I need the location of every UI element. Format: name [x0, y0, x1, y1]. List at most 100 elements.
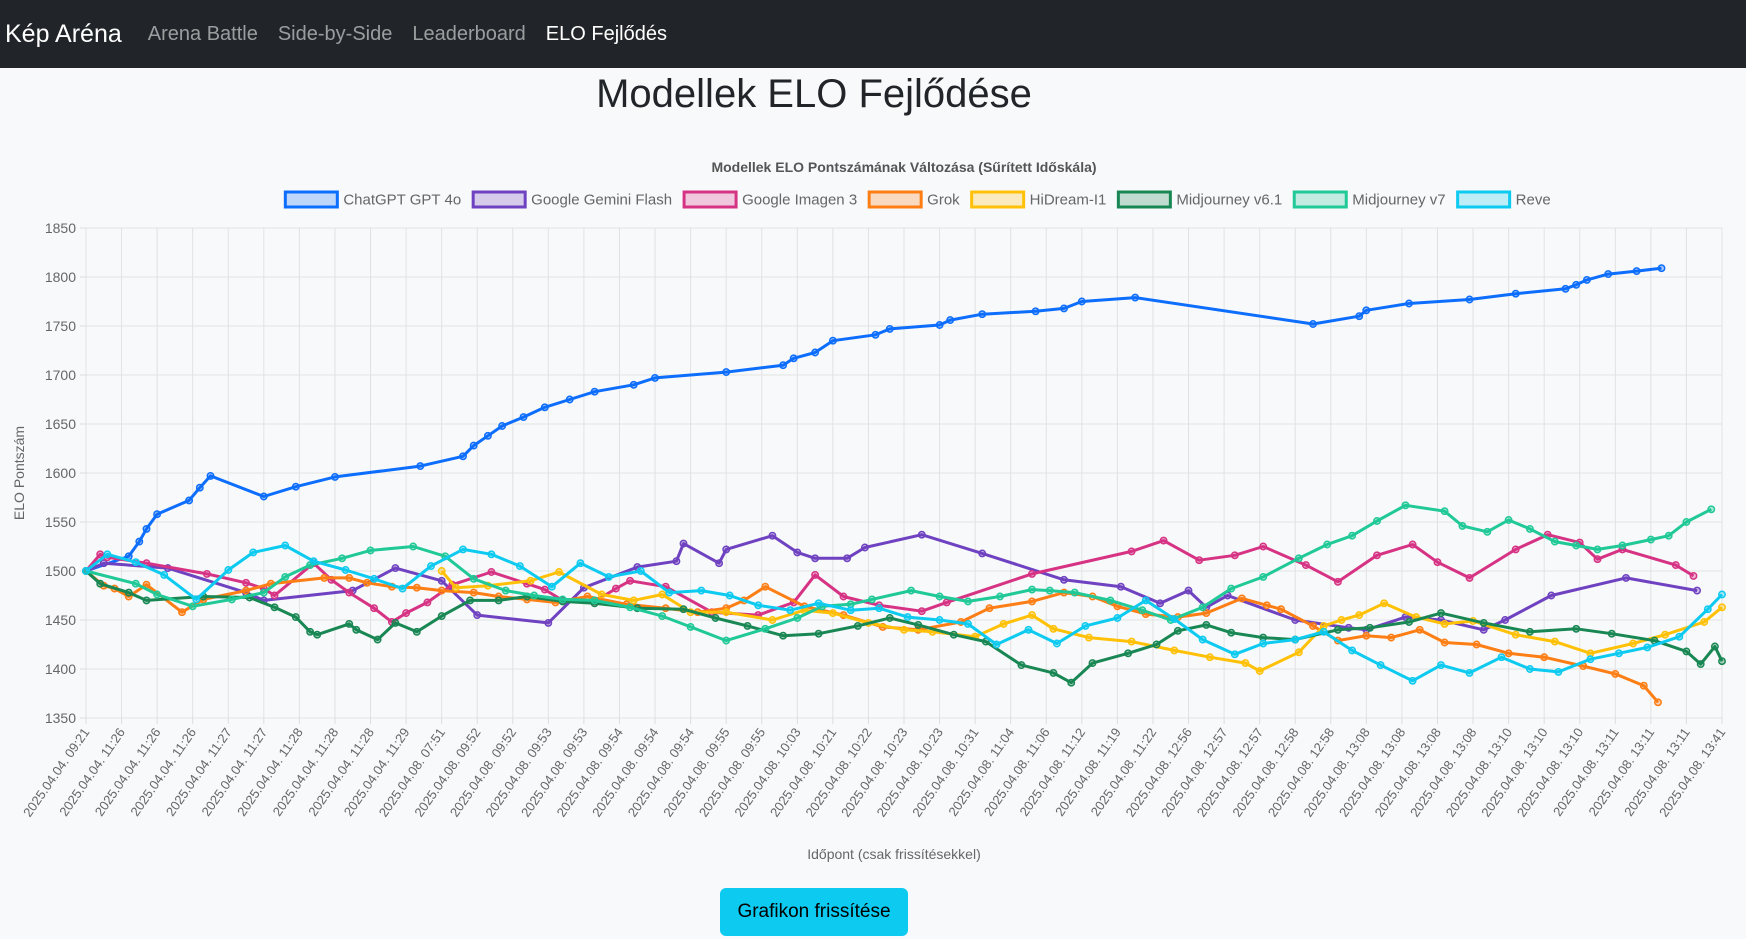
data-point	[1045, 586, 1054, 595]
data-point	[565, 395, 574, 404]
data-point	[526, 576, 535, 585]
data-point	[242, 586, 250, 595]
x-tick-label: 2025.04.08. 13:41	[1656, 725, 1728, 819]
data-point	[1710, 642, 1719, 651]
data-point	[1547, 591, 1556, 600]
page-title: Modellek ELO Fejlődése	[596, 72, 1032, 116]
data-point	[1373, 517, 1381, 525]
data-point	[715, 559, 724, 568]
legend-label: HiDream-I1	[1030, 192, 1107, 209]
data-point	[611, 584, 620, 593]
data-point	[786, 606, 795, 615]
data-point	[1156, 599, 1165, 608]
data-point	[131, 558, 140, 567]
chart-title: Modellek ELO Pontszámának Változása (Sűr…	[711, 159, 1096, 175]
data-point	[1661, 630, 1670, 639]
data-point	[885, 324, 894, 333]
nav-link-leaderboard[interactable]: Leaderboard	[412, 22, 526, 45]
legend-item: Midjourney v6.1	[1116, 190, 1282, 209]
data-point	[1525, 524, 1534, 533]
data-point	[1718, 603, 1726, 612]
data-point	[281, 572, 290, 581]
data-point	[1593, 545, 1602, 554]
y-tick-label: 1800	[45, 269, 76, 285]
data-point	[1607, 629, 1616, 638]
data-point	[195, 483, 204, 492]
y-tick-label: 1450	[45, 612, 76, 628]
data-point	[722, 545, 731, 554]
data-point	[1586, 655, 1595, 664]
data-point	[725, 591, 734, 600]
series-line	[440, 570, 1723, 673]
legend-swatch	[867, 190, 923, 209]
legend-swatch	[471, 190, 527, 209]
data-point	[1682, 518, 1691, 526]
data-point	[398, 584, 407, 593]
data-point	[409, 542, 418, 551]
data-point	[1639, 681, 1648, 690]
plot-area	[82, 264, 1726, 707]
data-point	[1511, 545, 1520, 554]
data-point	[1664, 531, 1673, 540]
series-line	[85, 569, 1724, 685]
data-point	[473, 611, 482, 620]
data-point	[1049, 668, 1058, 677]
data-point	[1440, 638, 1449, 647]
data-point	[828, 609, 837, 618]
data-point	[1028, 585, 1036, 594]
data-point	[1380, 599, 1389, 608]
data-point	[604, 572, 613, 581]
data-point	[1572, 624, 1581, 633]
y-tick-label: 1400	[45, 661, 76, 677]
series-reve	[82, 541, 1726, 685]
data-point	[1458, 521, 1467, 530]
series-line	[85, 533, 1698, 632]
data-point	[1540, 653, 1549, 662]
data-point	[1333, 625, 1342, 634]
data-point	[686, 622, 695, 631]
nav-link-elo-progress[interactable]: ELO Fejlődés	[545, 22, 667, 45]
data-point	[999, 619, 1008, 628]
data-point	[437, 567, 446, 575]
data-point	[153, 510, 162, 519]
data-point	[1259, 639, 1268, 648]
data-point	[1373, 551, 1381, 560]
data-point	[1440, 619, 1449, 628]
data-point	[1433, 558, 1442, 567]
data-point	[697, 586, 706, 595]
data-point	[270, 591, 279, 600]
nav-link-side-by-side[interactable]: Side-by-Side	[277, 22, 393, 45]
data-point	[291, 613, 300, 622]
y-axis-label: ELO Pontszám	[11, 426, 27, 520]
brand-link[interactable]: Kép Aréna	[5, 19, 122, 48]
refresh-chart-button[interactable]: Grafikon frissítése	[720, 888, 908, 936]
data-point	[1294, 554, 1303, 563]
data-point	[1408, 676, 1417, 685]
data-point	[978, 549, 987, 558]
legend-swatch	[1292, 190, 1348, 209]
data-point	[160, 570, 169, 579]
data-point	[1333, 577, 1342, 586]
elo-line-chart: Modellek ELO Pontszámának Változása (Sűr…	[11, 159, 1728, 862]
data-point	[1387, 633, 1396, 642]
series-google-imagen-3	[82, 530, 1698, 626]
data-point	[1554, 667, 1563, 676]
data-point	[206, 471, 215, 480]
data-point	[743, 621, 752, 630]
nav-link-arena-battle[interactable]: Arena Battle	[147, 22, 258, 45]
y-tick-label: 1650	[45, 416, 76, 432]
data-point	[1497, 653, 1506, 662]
data-point	[1202, 609, 1211, 618]
data-point	[135, 537, 144, 546]
data-point	[914, 620, 923, 629]
data-point	[722, 368, 731, 377]
data-point	[1301, 561, 1310, 570]
data-point	[946, 316, 955, 325]
data-point	[1127, 547, 1136, 556]
data-point	[779, 361, 788, 370]
legend-swatch	[682, 190, 738, 209]
data-point	[498, 422, 507, 430]
data-point	[131, 579, 140, 588]
data-point	[1028, 597, 1036, 606]
data-point	[1415, 625, 1424, 634]
